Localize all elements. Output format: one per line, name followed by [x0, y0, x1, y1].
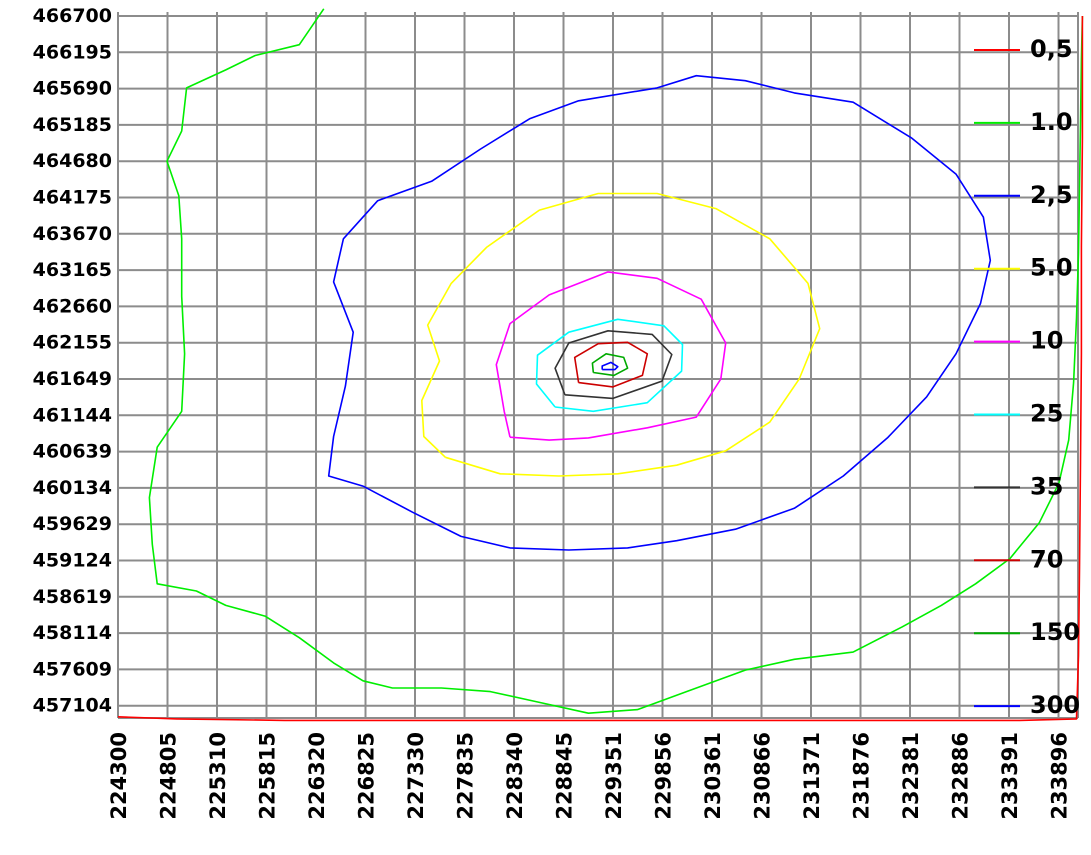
x-tick-label: 233391	[998, 732, 1022, 820]
x-tick-label: 229856	[652, 732, 676, 820]
contour-line-25	[535, 318, 684, 413]
x-tick-label: 231371	[800, 732, 824, 820]
x-tick-label: 228340	[503, 732, 527, 820]
y-tick-label: 459124	[33, 550, 112, 572]
contour-line-70	[573, 341, 649, 388]
x-tick-label: 225310	[206, 732, 230, 820]
x-tick-label: 230361	[701, 732, 725, 820]
y-tick-label: 464175	[33, 187, 112, 209]
y-tick-label: 461649	[33, 368, 112, 390]
contour-line-150	[591, 352, 629, 377]
legend-label: 35	[1030, 472, 1063, 500]
legend-label: 70	[1030, 545, 1063, 573]
legend-label: 2,5	[1030, 181, 1073, 209]
legend: 0,5 1.0 2,5 5.0 10 25 35 70 150 300	[974, 35, 1080, 719]
x-tick-label: 232381	[899, 732, 923, 820]
x-tick-label: 226825	[355, 732, 379, 820]
x-tick-label: 229351	[602, 732, 626, 820]
y-tick-label: 462660	[33, 295, 112, 317]
legend-label: 25	[1030, 400, 1063, 428]
x-tick-label: 225815	[256, 732, 280, 820]
x-tick-label: 228845	[553, 732, 577, 820]
x-tick-label: 232886	[949, 732, 973, 820]
x-tick-label: 224300	[107, 732, 131, 820]
x-tick-label: 231876	[850, 732, 874, 820]
y-tick-label: 458619	[33, 586, 112, 608]
y-tick-label: 463165	[33, 259, 112, 281]
y-tick-label: 457609	[33, 658, 112, 680]
y-tick-label: 457104	[33, 695, 112, 717]
contour-line-300	[601, 361, 619, 371]
y-tick-label: 466195	[33, 41, 112, 63]
x-tick-label: 227835	[454, 732, 478, 820]
contour-line-35	[554, 329, 673, 400]
contour-line-0-5	[117, 16, 1084, 722]
x-tick-label: 230866	[751, 732, 775, 820]
legend-label: 150	[1030, 618, 1080, 646]
x-tick-label: 224805	[157, 732, 181, 820]
y-tick-label: 459629	[33, 513, 112, 535]
y-tick-labels: 466700 466195 465690 465185 464680 464175 4636…	[33, 5, 112, 717]
y-tick-label: 465185	[33, 114, 112, 136]
contour-line-1-0	[148, 8, 1084, 715]
y-tick-label: 458114	[33, 622, 112, 644]
legend-label: 300	[1030, 691, 1080, 719]
y-tick-label: 462155	[33, 332, 112, 354]
contour-line-10	[495, 271, 727, 441]
y-tick-label: 466700	[33, 5, 112, 27]
legend-label: 0,5	[1030, 35, 1073, 63]
x-tick-label: 226320	[305, 732, 329, 820]
x-tick-label: 233896	[1048, 732, 1072, 820]
contour-line-2-5	[327, 74, 992, 551]
x-tick-labels: 224300 224805 225310 225815 226320 226825 2273…	[107, 732, 1072, 820]
y-tick-label: 463670	[33, 223, 112, 245]
legend-label: 1.0	[1030, 108, 1073, 136]
grid	[117, 12, 1079, 719]
contour-line-5-0	[420, 192, 821, 477]
y-tick-label: 460134	[33, 477, 112, 499]
y-tick-label: 465690	[33, 78, 112, 100]
legend-label: 5.0	[1030, 254, 1073, 282]
y-tick-label: 461144	[33, 404, 112, 426]
x-tick-label: 227330	[404, 732, 428, 820]
legend-label: 10	[1030, 327, 1063, 355]
y-tick-label: 460639	[33, 441, 112, 463]
y-tick-label: 464680	[33, 150, 112, 172]
contour-lines	[117, 8, 1084, 722]
